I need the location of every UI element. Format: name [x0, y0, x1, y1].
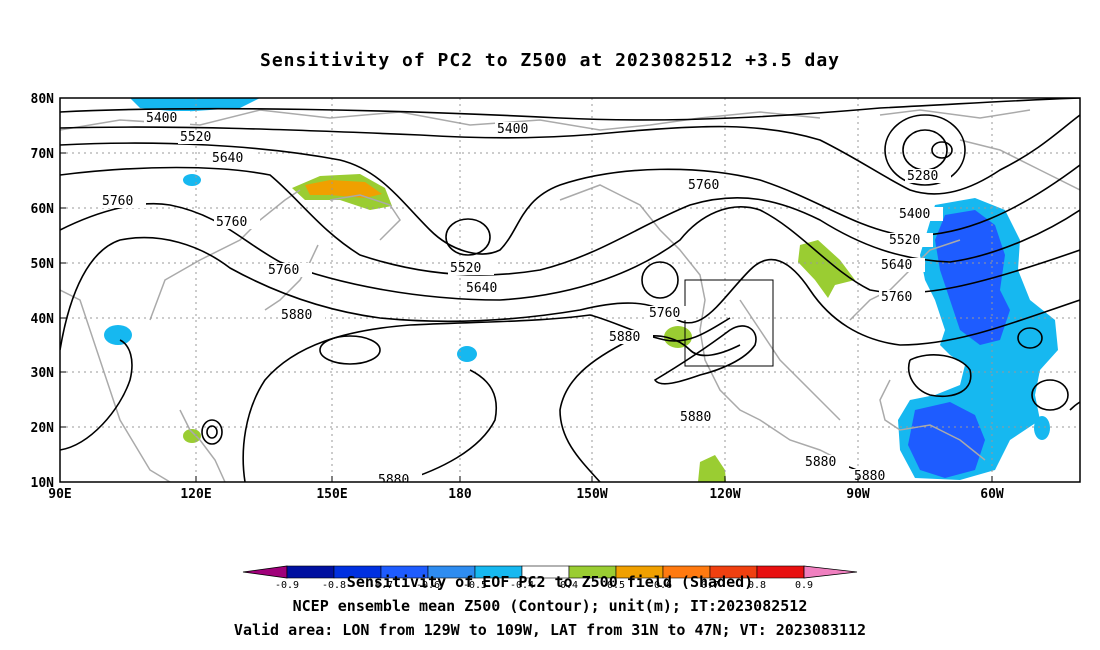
neg-shade-small-4 [1034, 416, 1050, 440]
neg-shade-small-2 [104, 325, 132, 345]
colorbar-label-9: 0.6 [654, 580, 672, 591]
pos-shade-hudson [798, 240, 855, 298]
contour-label-5880: 5880 [281, 308, 312, 323]
lon-label-120e: 120E [180, 487, 211, 502]
contour-label-5880-c: 5880 [680, 410, 711, 425]
lat-label-70n: 70N [31, 147, 55, 162]
contour-label-group: 5400 5400 5520 5640 5760 5760 5760 5880 … [100, 111, 951, 488]
colorbar-label-3: -0.7 [369, 580, 393, 591]
colorbar-label-1: -0.9 [275, 580, 299, 591]
lon-label-120w: 120W [709, 487, 740, 502]
pos-shade-taiwan [183, 429, 201, 443]
lon-label-150w: 150W [576, 487, 607, 502]
contour-label-5400-e: 5400 [899, 207, 930, 222]
neg-shade-caribbean [908, 402, 985, 478]
lat-label-20n: 20N [31, 421, 55, 436]
lat-label-60n: 60N [31, 202, 55, 217]
map-title: Sensitivity of PC2 to Z500 at 2023082512… [259, 50, 840, 71]
contour-label-5760-c: 5760 [688, 178, 719, 193]
contour-label-5520-b: 5520 [450, 261, 481, 276]
tick-marks [59, 97, 993, 483]
contour-label-5400-mid: 5400 [497, 122, 528, 137]
lat-label-80n: 80N [31, 92, 55, 107]
lat-label-30n: 30N [31, 366, 55, 381]
neg-shade-east-coast-strong [935, 210, 1010, 345]
pos-shade-mexico [698, 455, 726, 482]
neg-shade-small-1 [183, 174, 201, 186]
lat-label-50n: 50N [31, 257, 55, 272]
caption-shading: Sensitivity of EOF PC2 to Z500 field (Sh… [346, 573, 754, 591]
contour-label-5640-e: 5640 [881, 258, 912, 273]
colorbar-right-arrow [803, 565, 858, 579]
coastlines [60, 109, 1080, 482]
shaded-sensitivity [104, 98, 1058, 482]
contour-label-5640-b: 5640 [466, 281, 497, 296]
contour-label-5520: 5520 [180, 130, 211, 145]
contour-label-5520-e: 5520 [889, 233, 920, 248]
valid-area-box [684, 279, 774, 367]
contour-label-5880-d: 5880 [805, 455, 836, 470]
plot-frame [59, 97, 1081, 483]
contour-label-5760-b: 5760 [268, 263, 299, 278]
contour-label-5760-e: 5760 [881, 290, 912, 305]
lon-label-60w: 60W [980, 487, 1004, 502]
lat-label-10n: 10N [31, 476, 55, 491]
caption-valid-area: Valid area: LON from 129W to 109W, LAT f… [233, 621, 867, 639]
contour-label-5760-d: 5760 [649, 306, 680, 321]
contour-label-5400: 5400 [146, 111, 177, 126]
colorbar-label-11: 0.8 [748, 580, 766, 591]
contour-label-5760: 5760 [216, 215, 247, 230]
colorbar-label-7: 0.4 [560, 580, 578, 591]
contour-label-5880-b: 5880 [609, 330, 640, 345]
colorbar-label-6: -0.4 [510, 580, 534, 591]
lon-label-150e: 150E [316, 487, 347, 502]
caption-contour: NCEP ensemble mean Z500 (Contour); unit(… [292, 597, 808, 615]
contour-label-5640: 5640 [212, 151, 243, 166]
pos-shade-kamchatka-core [305, 180, 382, 198]
contour-label-5880-e: 5880 [854, 469, 885, 484]
colorbar-label-5: -0.5 [463, 580, 487, 591]
colorbar-label-2: -0.8 [322, 580, 346, 591]
colorbar: -0.9 -0.8 -0.7 -0.6 -0.5 -0.4 0.4 0.5 0.… [242, 565, 858, 591]
lon-label-90w: 90W [846, 487, 870, 502]
contour-label-5760-west: 5760 [102, 194, 133, 209]
neg-shade-small-3 [457, 346, 477, 362]
contour-label-5880-f: 5880 [378, 473, 409, 488]
colorbar-label-10: 0.7 [701, 580, 719, 591]
lon-label-90e: 90E [48, 487, 71, 502]
colorbar-label-12: 0.9 [795, 580, 813, 591]
contour-label-5280: 5280 [907, 169, 938, 184]
colorbar-label-8: 0.5 [607, 580, 625, 591]
colorbar-label-4: -0.6 [416, 580, 440, 591]
lon-label-180: 180 [448, 487, 472, 502]
lat-label-40n: 40N [31, 312, 55, 327]
